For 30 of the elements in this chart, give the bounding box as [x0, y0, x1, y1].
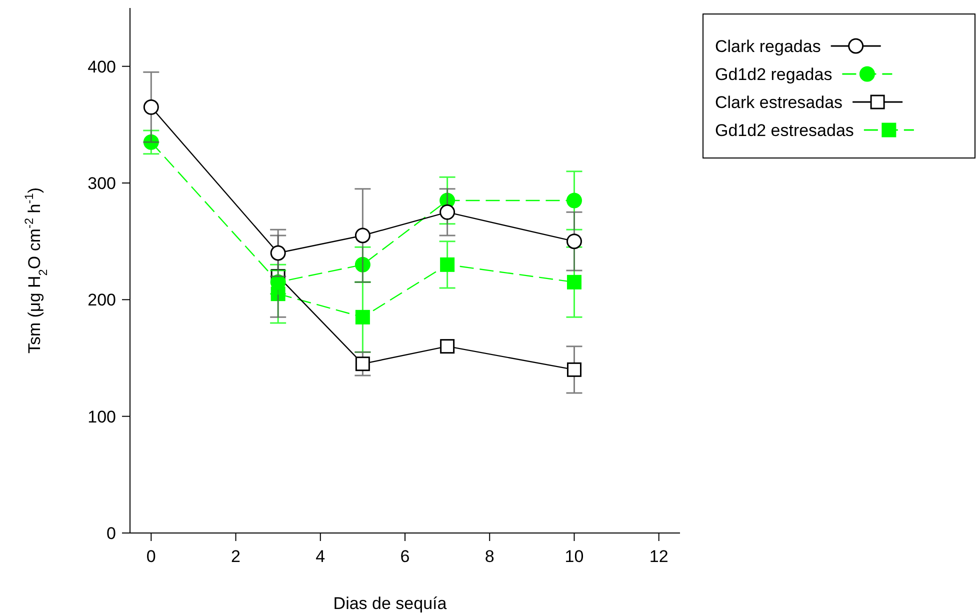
- legend-label: Gd1d2 estresadas: [715, 121, 854, 140]
- x-axis-title: Dias de sequía: [333, 594, 448, 613]
- point: [354, 228, 370, 244]
- x-tick-label: 0: [146, 547, 156, 566]
- point: [566, 362, 582, 377]
- y-tick-label: 200: [88, 290, 116, 310]
- point: [566, 274, 582, 290]
- x-tick-label: 10: [564, 547, 584, 566]
- point: [355, 310, 370, 324]
- y-tick-label: 300: [88, 174, 116, 193]
- x-tick-label: 6: [400, 547, 410, 566]
- legend-label: Clark estresadas: [715, 93, 843, 112]
- point: [440, 204, 456, 220]
- point: [355, 356, 370, 372]
- x-tick-label: 12: [649, 547, 668, 566]
- point: [270, 274, 286, 290]
- y-tick-label: 100: [88, 407, 116, 426]
- point: [566, 192, 582, 208]
- point: [440, 339, 455, 354]
- point: [440, 257, 455, 272]
- point: [270, 245, 286, 261]
- x-tick-label: 2: [231, 547, 241, 566]
- x-tick-label: 4: [316, 547, 326, 566]
- legend-label: Gd1d2 regadas: [715, 65, 832, 84]
- legend-label: Clark regadas: [715, 37, 821, 56]
- y-tick-label: 400: [88, 57, 116, 76]
- point: [566, 234, 582, 250]
- x-tick-label: 8: [484, 547, 494, 566]
- y-tick-label: 0: [106, 524, 116, 543]
- point: [143, 99, 159, 115]
